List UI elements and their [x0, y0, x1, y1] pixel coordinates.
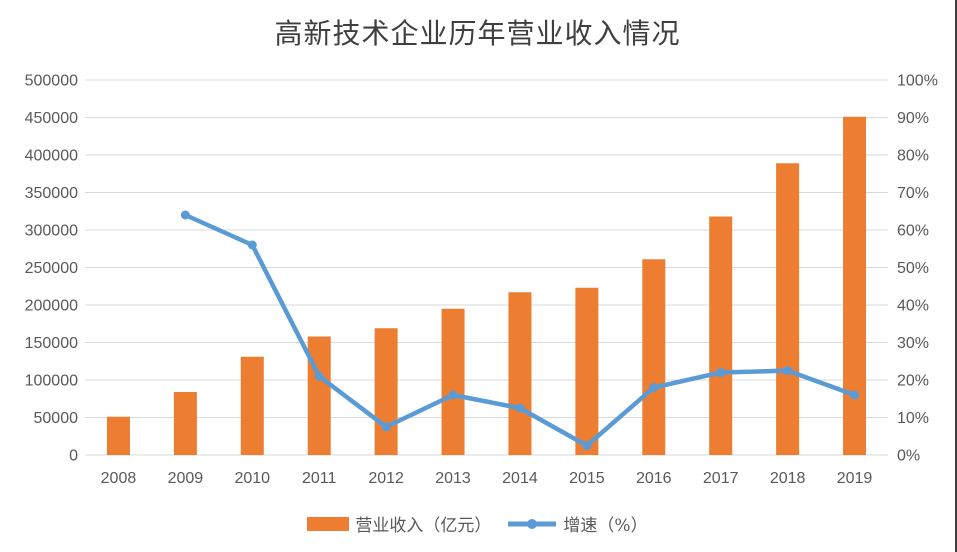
- left-axis-tick-label: 300000: [25, 223, 78, 240]
- legend-label-growth: 增速（%）: [563, 516, 648, 536]
- x-axis-tick-label: 2009: [168, 470, 204, 487]
- x-axis-tick-label: 2019: [837, 470, 873, 487]
- left-axis-tick-label: 350000: [25, 185, 78, 202]
- legend-label-revenue: 营业收入（亿元）: [355, 516, 492, 536]
- growth-marker-2014: [515, 403, 525, 413]
- growth-marker-2018: [783, 366, 793, 376]
- chart-legend: 营业收入（亿元） 增速（%）: [0, 511, 955, 536]
- growth-line-swatch-icon: [508, 518, 557, 529]
- left-axis-tick-label: 250000: [25, 260, 78, 277]
- bar-2015: [575, 287, 599, 455]
- x-axis-tick-label: 2012: [368, 470, 404, 487]
- legend-item-growth: 增速（%）: [507, 511, 648, 536]
- x-axis-tick-label: 2010: [234, 470, 270, 487]
- growth-marker-2010: [247, 240, 257, 250]
- right-axis-tick-label: 70%: [897, 185, 929, 202]
- legend-line-dot: [527, 518, 538, 529]
- x-axis-tick-label: 2018: [770, 470, 806, 487]
- right-axis-tick-label: 80%: [897, 148, 929, 165]
- left-axis-tick-label: 400000: [25, 148, 78, 165]
- growth-marker-2017: [716, 368, 726, 377]
- left-axis-tick-label: 150000: [25, 335, 78, 352]
- bar-2008: [106, 416, 130, 455]
- bar-2010: [240, 356, 264, 455]
- bar-2019: [843, 116, 867, 455]
- left-axis-tick-label: 200000: [25, 298, 78, 315]
- right-axis-tick-label: 0%: [897, 448, 920, 465]
- chart-plot: 0 0% 50000 10% 100000 20% 150000 30% 200000 40% 25…: [25, 73, 938, 488]
- growth-marker-2009: [180, 210, 190, 220]
- right-axis-tick-label: 100%: [897, 73, 938, 90]
- bar-2016: [642, 259, 666, 455]
- bar-2013: [441, 308, 465, 455]
- x-axis-tick-label: 2013: [435, 470, 471, 487]
- bar-2012: [374, 328, 398, 455]
- right-axis-tick-label: 40%: [897, 298, 929, 315]
- bar-2009: [173, 392, 197, 455]
- revenue-bar-swatch-icon: [307, 516, 350, 531]
- left-axis-tick-label: 450000: [25, 110, 78, 127]
- left-axis-tick-label: 0: [69, 448, 78, 465]
- growth-marker-2016: [649, 383, 659, 392]
- left-axis-tick-label: 100000: [25, 373, 78, 390]
- left-axis-tick-label: 50000: [34, 410, 79, 427]
- growth-marker-2011: [314, 371, 324, 381]
- growth-marker-2013: [448, 390, 458, 400]
- growth-marker-2019: [850, 390, 860, 400]
- growth-marker-2012: [381, 422, 391, 432]
- right-axis-tick-label: 10%: [897, 410, 929, 427]
- legend-item-revenue: 营业收入（亿元）: [307, 511, 491, 536]
- bar-2018: [776, 163, 800, 455]
- chart-title: 高新技术企业历年营业收入情况: [274, 17, 681, 50]
- x-axis-tick-label: 2017: [703, 470, 739, 487]
- growth-marker-2015: [582, 441, 592, 451]
- right-axis-tick-label: 20%: [897, 373, 929, 390]
- x-axis-tick-label: 2015: [569, 470, 605, 487]
- left-axis-tick-label: 500000: [25, 73, 78, 90]
- bar-2014: [508, 292, 532, 455]
- x-axis-tick-label: 2016: [636, 470, 672, 487]
- x-axis-tick-label: 2008: [101, 470, 137, 487]
- x-axis-tick-label: 2014: [502, 470, 538, 487]
- bar-2011: [307, 336, 331, 455]
- bar-2017: [709, 216, 733, 455]
- right-axis-tick-label: 60%: [897, 223, 929, 240]
- right-axis-tick-label: 30%: [897, 335, 929, 352]
- right-axis-tick-label: 50%: [897, 260, 929, 277]
- x-axis-tick-label: 2011: [302, 470, 337, 487]
- right-axis-tick-label: 90%: [897, 110, 929, 127]
